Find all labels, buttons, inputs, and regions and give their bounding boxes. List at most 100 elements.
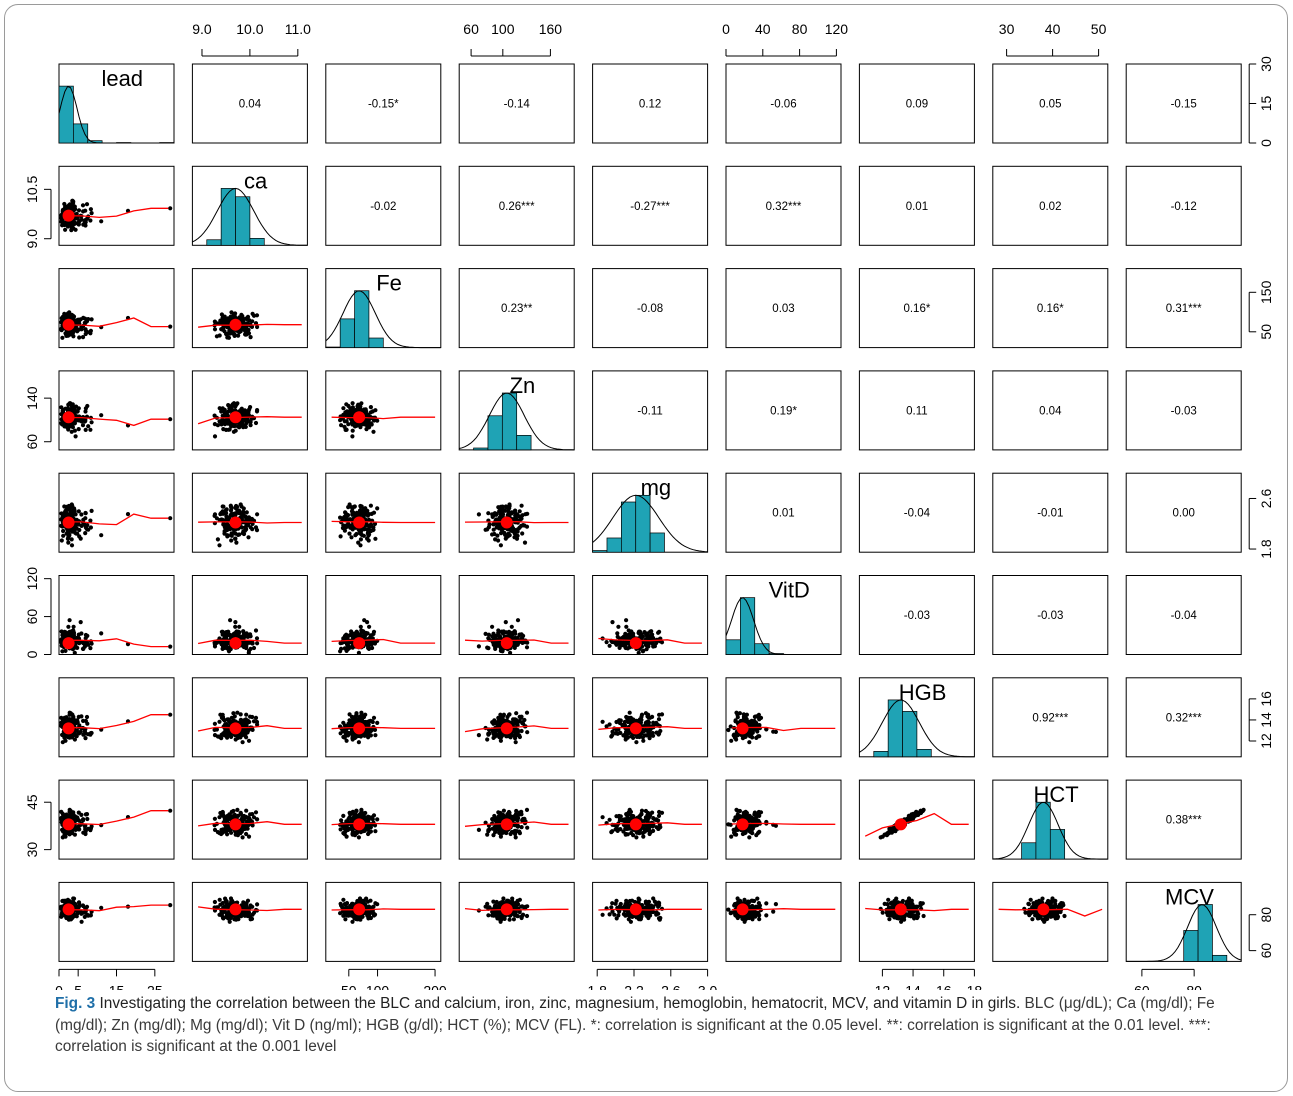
scatter-point	[219, 510, 224, 516]
scatter-point	[243, 424, 248, 429]
scatter-point	[243, 514, 248, 520]
variable-label-Fe: Fe	[376, 271, 402, 296]
scatter-point	[508, 650, 513, 656]
scatter-point	[514, 808, 519, 814]
scatter-point	[74, 826, 79, 832]
scatter-point	[357, 714, 362, 719]
scatter-point	[743, 717, 749, 722]
scatter-point	[491, 833, 496, 838]
panel-lead-Zn: -0.14	[458, 63, 575, 144]
histogram-bar	[73, 123, 89, 144]
scatter-point	[505, 714, 510, 720]
scatter-point	[253, 810, 259, 815]
scatter-point	[631, 833, 636, 838]
scatter-point	[78, 536, 83, 541]
panel-frame	[592, 268, 709, 349]
scatter-point	[244, 420, 249, 426]
scatter-point	[214, 516, 219, 521]
scatter-point	[220, 417, 225, 422]
scatter-point	[338, 534, 343, 539]
scatter-point	[350, 401, 355, 406]
scatter-point	[244, 735, 249, 740]
scatter-point	[217, 419, 222, 424]
panel-Zn-MCV: -0.03	[1125, 370, 1242, 451]
mean-marker	[353, 637, 366, 650]
panel-ca-lead	[58, 165, 175, 246]
density-curve	[325, 290, 441, 349]
scatter-point	[369, 728, 374, 733]
scatter-point	[60, 811, 65, 817]
scatter-point	[636, 734, 642, 739]
scatter-point	[350, 510, 355, 516]
scatter-point	[358, 734, 363, 739]
panel-ca-Zn: 0.26***	[458, 165, 575, 246]
scatter-point	[631, 631, 636, 636]
scatter-point	[647, 736, 652, 741]
scatter-point	[342, 419, 347, 424]
panel-VitD-VitD: VitD	[725, 575, 842, 655]
scatter-point	[74, 211, 79, 216]
scatter-point	[81, 718, 86, 724]
panel-Zn-VitD: 0.19*	[725, 370, 842, 451]
scatter-point	[369, 422, 374, 427]
scatter-point	[219, 409, 224, 414]
panel-Zn-mg: -0.11	[592, 370, 709, 451]
scatter-point	[347, 531, 352, 536]
panel-Zn-HGB: 0.11	[858, 370, 975, 451]
correlation-value: -0.15	[1171, 99, 1197, 111]
histogram-bar	[606, 537, 622, 553]
panel-frame	[58, 268, 175, 349]
scatter-point	[358, 531, 363, 536]
scatter-point	[342, 514, 347, 520]
scatter-point	[72, 428, 77, 433]
panel-Fe-MCV: 0.31***	[1125, 268, 1242, 349]
variable-label-Zn: Zn	[510, 373, 536, 398]
scatter-point	[212, 721, 217, 726]
scatter-point	[368, 733, 373, 738]
correlation-value: -0.06	[770, 99, 796, 111]
scatter-point	[519, 632, 524, 637]
scatter-point	[521, 721, 526, 726]
scatter-point	[71, 334, 76, 339]
scatter-point	[648, 633, 653, 638]
panel-VitD-HCT: -0.03	[992, 575, 1109, 655]
panel-Fe-lead	[58, 268, 175, 349]
smoother-line	[198, 323, 302, 328]
scatter-point	[83, 223, 88, 228]
scatter-point	[247, 816, 252, 821]
scatter-point	[226, 427, 231, 432]
scatter-point	[225, 332, 230, 337]
scatter-point	[219, 831, 224, 837]
scatter-point	[368, 410, 373, 415]
smoother-line	[64, 207, 169, 219]
scatter-point	[244, 712, 249, 717]
scatter-point	[341, 813, 346, 819]
scatter-point	[83, 409, 88, 414]
scatter-point	[375, 817, 380, 822]
scatter-point	[212, 816, 217, 821]
scatter-point	[84, 527, 90, 532]
panel-mg-HCT: -0.01	[992, 472, 1109, 553]
scatter-point	[357, 512, 362, 517]
histogram-bar	[592, 550, 608, 553]
scatter-point	[490, 817, 495, 822]
scatter-point	[243, 728, 248, 734]
correlation-value: 0.31***	[1166, 303, 1202, 315]
scatter-point	[66, 624, 71, 629]
scatter-point	[520, 531, 525, 536]
panel-VitD-Fe	[325, 575, 442, 656]
scatter-point	[610, 620, 615, 625]
correlation-value: 0.05	[1039, 99, 1061, 111]
panel-frame	[992, 165, 1109, 246]
scatter-point	[486, 732, 491, 737]
panel-frame	[992, 63, 1109, 144]
scatter-point	[238, 712, 243, 717]
scatter-point	[71, 812, 76, 817]
scatter-point	[519, 825, 524, 830]
scatter-point	[217, 719, 222, 724]
variable-label-lead: lead	[101, 66, 143, 91]
scatter-point	[642, 733, 648, 738]
scatter-point	[67, 532, 72, 538]
scatter-point	[60, 740, 65, 745]
histogram-bar	[325, 346, 341, 348]
